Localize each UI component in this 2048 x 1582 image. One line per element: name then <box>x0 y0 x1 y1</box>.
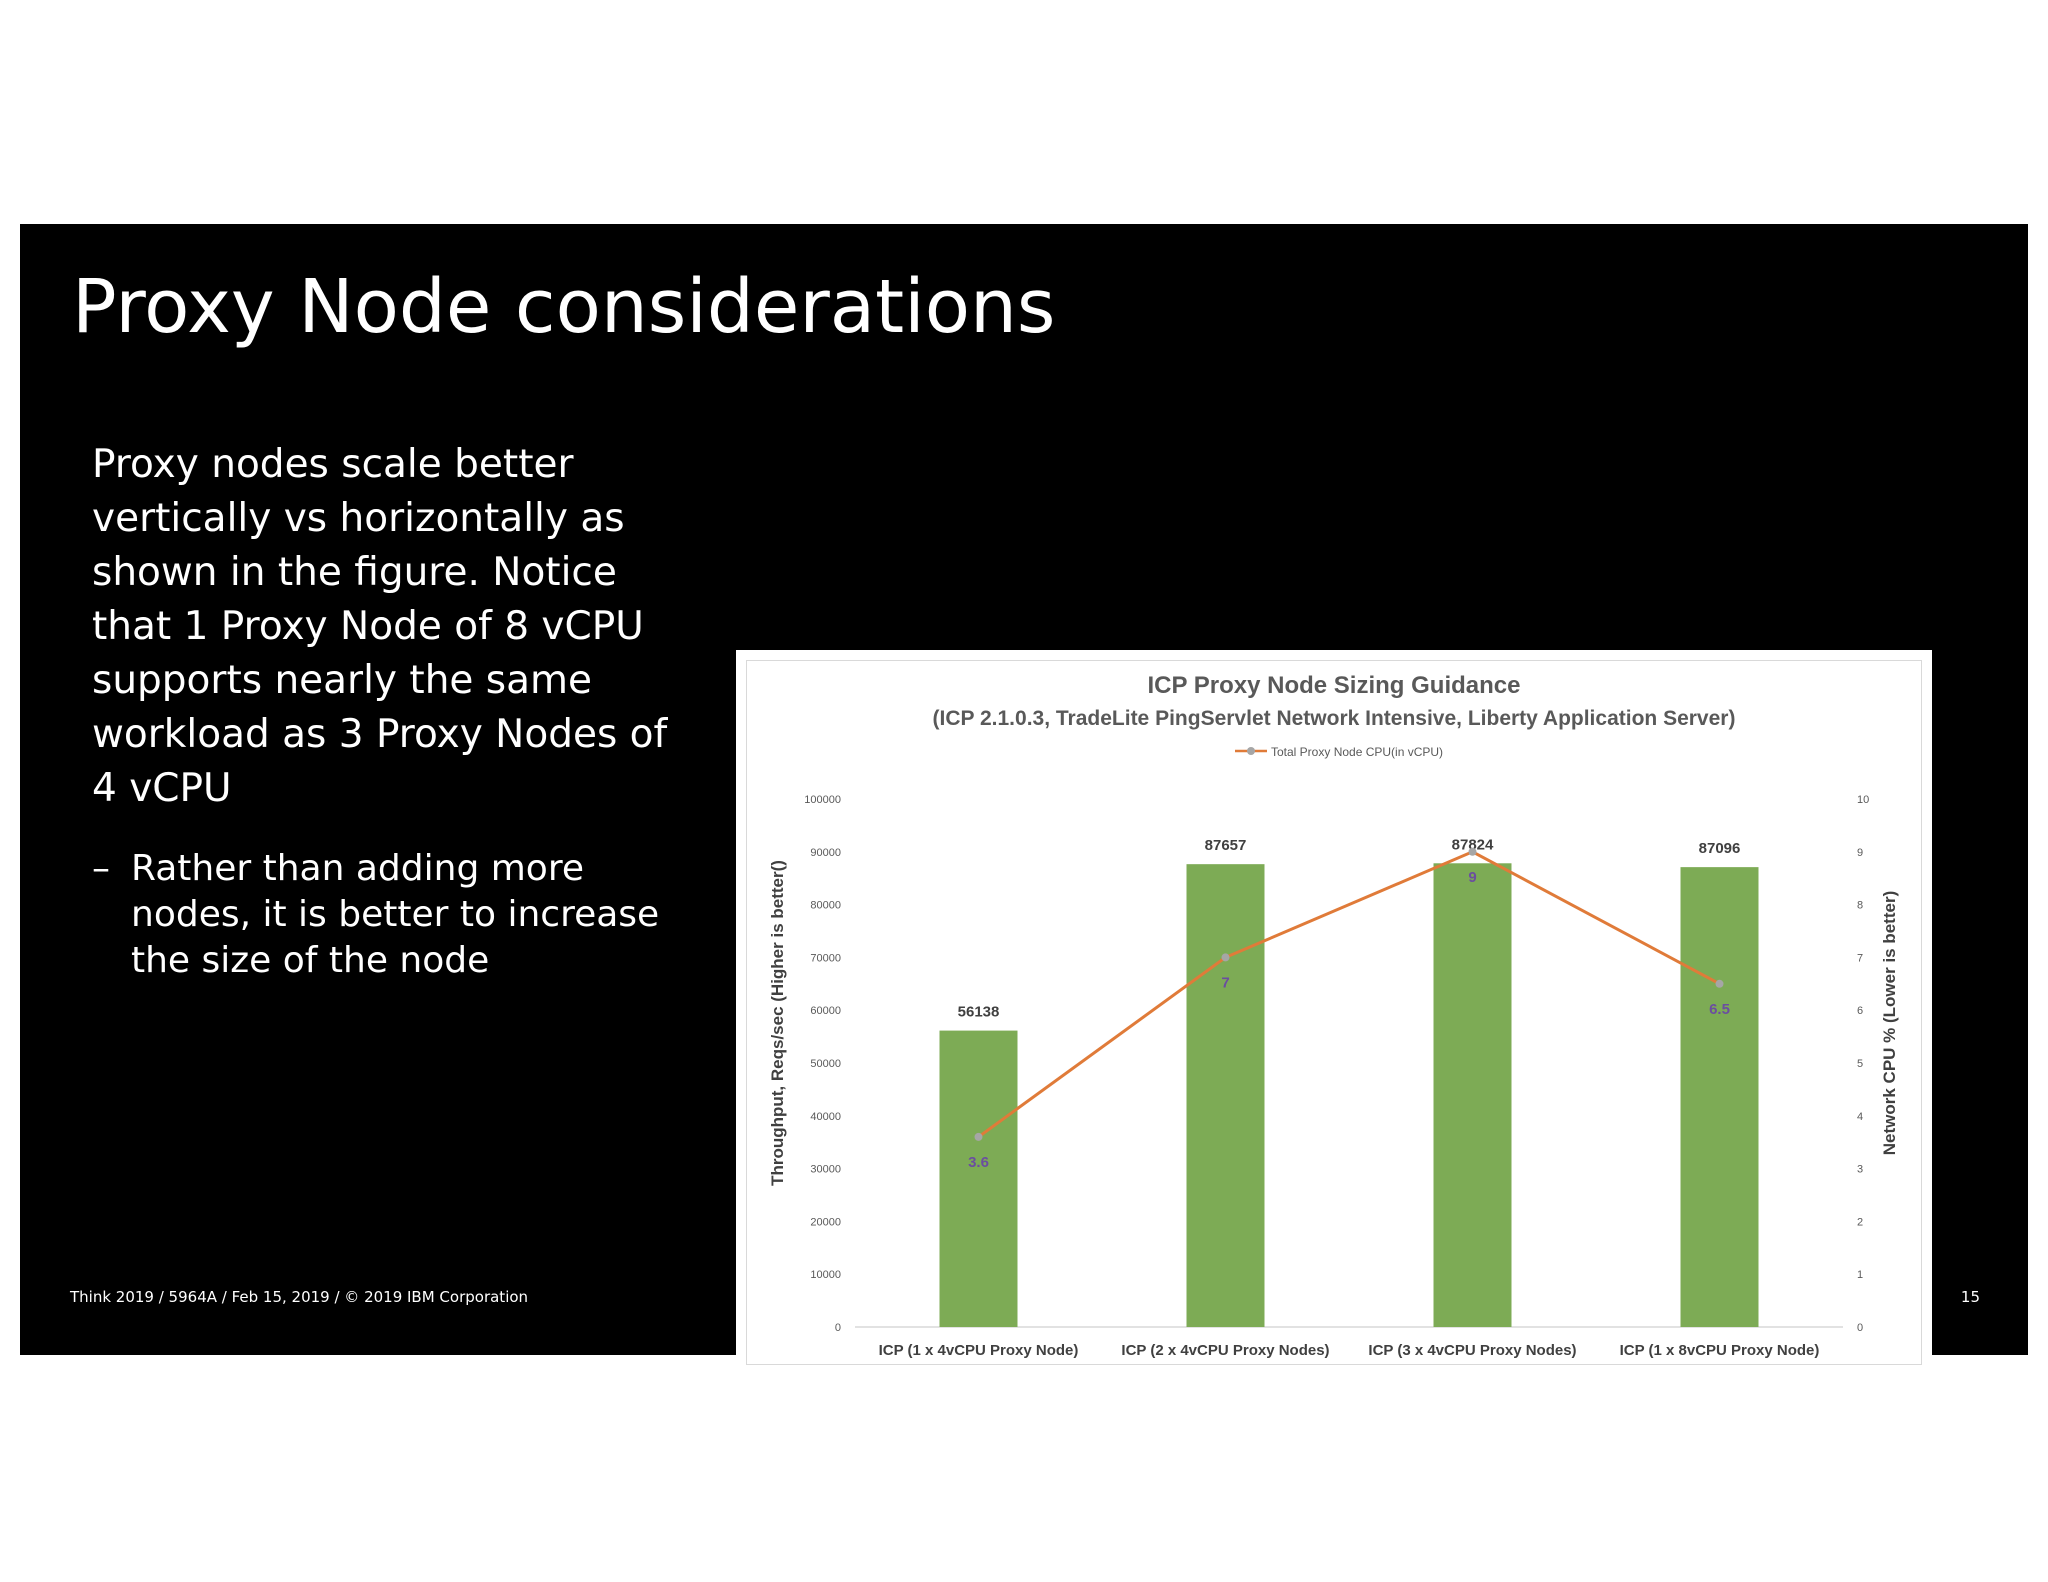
y2-tick-label: 3 <box>1857 1164 1863 1176</box>
bar-value-label: 87824 <box>1452 836 1494 853</box>
x-tick-label: ICP (2 x 4vCPU Proxy Nodes) <box>1121 1342 1329 1359</box>
y-tick-label: 80000 <box>810 900 841 912</box>
y2-tick-label: 0 <box>1857 1322 1863 1334</box>
line-value-label: 6.5 <box>1709 1001 1730 1018</box>
y-tick-label: 70000 <box>810 952 841 964</box>
y-tick-label: 50000 <box>810 1058 841 1070</box>
y2-tick-label: 9 <box>1857 847 1863 859</box>
line-value-label: 9 <box>1468 869 1476 886</box>
line-series <box>977 850 1721 1139</box>
line-point <box>974 1132 983 1141</box>
line-point <box>1468 847 1477 856</box>
y2-tick-label: 10 <box>1857 794 1869 806</box>
page-number: 15 <box>1960 1288 1980 1306</box>
bar <box>1186 864 1265 1327</box>
line-value-label: 7 <box>1221 974 1229 991</box>
slide-title: Proxy Node considerations <box>72 264 1056 350</box>
y2-tick-label: 8 <box>1857 900 1863 912</box>
y-tick-label: 100000 <box>804 794 841 806</box>
chart-panel: ICP Proxy Node Sizing Guidance (ICP 2.1.… <box>746 660 1922 1365</box>
bar <box>1680 867 1759 1327</box>
x-tick-label: ICP (1 x 4vCPU Proxy Node) <box>879 1342 1079 1359</box>
bullet-dash: – <box>92 848 110 889</box>
y-tick-label: 30000 <box>810 1164 841 1176</box>
x-tick-label: ICP (1 x 8vCPU Proxy Node) <box>1620 1342 1820 1359</box>
y2-tick-label: 7 <box>1857 952 1863 964</box>
legend-marker-swatch <box>1247 747 1255 755</box>
chart-frame: ICP Proxy Node Sizing Guidance (ICP 2.1.… <box>736 650 1932 1375</box>
x-tick-label: ICP (3 x 4vCPU Proxy Nodes) <box>1368 1342 1576 1359</box>
line-point <box>1715 979 1724 988</box>
line-value-label: 3.6 <box>968 1154 989 1171</box>
bar <box>1433 863 1512 1327</box>
y-axis-title: Throughput, Reqs/sec (Higher is better() <box>768 860 787 1186</box>
y2-tick-label: 5 <box>1857 1058 1863 1070</box>
y-tick-label: 60000 <box>810 1005 841 1017</box>
bullet-text: Rather than adding more nodes, it is bet… <box>131 848 660 981</box>
chart-title: ICP Proxy Node Sizing Guidance <box>1148 672 1521 699</box>
chart-svg: ICP Proxy Node Sizing Guidance (ICP 2.1.… <box>768 672 1899 1359</box>
chart-legend: Total Proxy Node CPU(in vCPU) <box>1235 745 1443 759</box>
bar-value-label: 56138 <box>958 1004 1000 1021</box>
y-tick-label: 10000 <box>810 1269 841 1281</box>
slide: Proxy Node considerations Proxy nodes sc… <box>20 224 2028 1375</box>
y2-tick-label: 4 <box>1857 1111 1863 1123</box>
body-paragraph: Proxy nodes scale better vertically vs h… <box>92 442 668 811</box>
y2-tick-label: 6 <box>1857 1005 1863 1017</box>
y-tick-label: 20000 <box>810 1216 841 1228</box>
y2-tick-label: 1 <box>1857 1269 1863 1281</box>
legend-label: Total Proxy Node CPU(in vCPU) <box>1271 745 1443 759</box>
chart-subtitle: (ICP 2.1.0.3, TradeLite PingServlet Netw… <box>933 707 1736 730</box>
bar-value-label: 87657 <box>1205 837 1247 854</box>
y2-axis-title: Network CPU % (Lower is better) <box>1880 891 1899 1156</box>
y2-tick-label: 2 <box>1857 1216 1863 1228</box>
bar-value-label: 87096 <box>1699 840 1741 857</box>
slide-footer: Think 2019 / 5964A / Feb 15, 2019 / © 20… <box>70 1288 529 1306</box>
y-tick-label: 0 <box>835 1322 841 1334</box>
bar <box>939 1030 1018 1327</box>
y-tick-label: 90000 <box>810 847 841 859</box>
y-tick-label: 40000 <box>810 1111 841 1123</box>
line-point <box>1221 953 1230 962</box>
